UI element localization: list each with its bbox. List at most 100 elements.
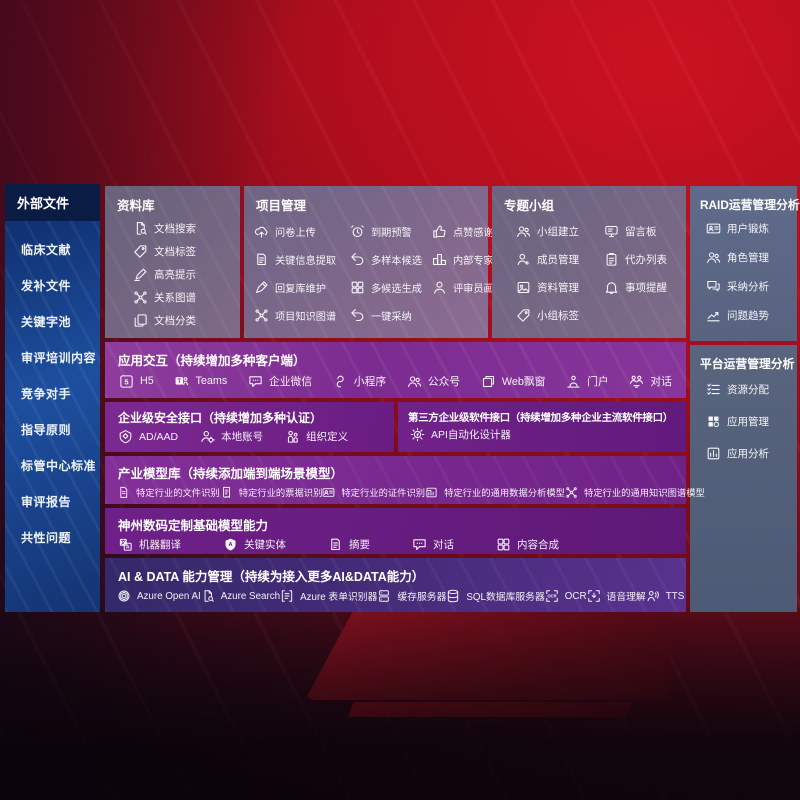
feature-label: 本地账号 [221,431,264,443]
chat-qa-icon [706,279,721,294]
feature-label: 特定行业的证件识别 [341,488,426,498]
industry-models-title: 产业模型库（持续添加端到端场景模型） [118,467,344,481]
feature-item: 关键字池 [21,313,100,330]
feature-item: 事项提醒 [604,280,686,295]
feature-item: 共性问题 [21,529,100,546]
platform-analysis-items: 资源分配应用管理应用分析 [690,377,797,461]
feature-label: TTS [665,590,685,602]
feature-item: 门户 [566,373,609,389]
feature-item: 本地账号 [200,429,263,444]
feature-item: 标管中心标准 [21,457,100,474]
alarm-icon [350,224,365,239]
feature-label: 门户 [587,376,609,388]
feature-item: 小程序 [333,373,386,389]
form-recognizer-icon [280,589,294,603]
feature-label: 特定行业的通用知识图谱模型 [583,488,705,498]
feature-label: 点赞感谢 [453,228,494,239]
app-chart-icon [706,446,721,461]
feature-item: 多候选生成 [350,280,430,295]
feature-label: Azure Search [220,590,281,602]
bell-icon [604,280,619,295]
feature-item: 特定行业的票据识别 [220,485,323,499]
feature-item: 资料管理 [516,280,604,295]
feature-item: 特定行业的证件识别 [322,485,425,499]
topic-group-items: 小组建立 留言板 成员管理 代办列表 资料管理 事项提醒 小组标签 [492,218,686,323]
azure-search-icon [201,589,215,603]
ai-data-items: Azure Open AI Azure Search Azure 表单识别器 缓存服务… [105,588,686,603]
feature-item: 成员管理 [516,252,604,267]
openai-icon [117,589,131,603]
feature-label: 审评培训内容 [21,351,97,365]
feature-label: 临床文献 [21,243,72,257]
feature-label: 审评报告 [21,495,72,509]
feature-label: 共性问题 [21,531,72,545]
ad-shield-icon [118,429,133,444]
feature-label: 摘要 [349,539,370,551]
person-icon [432,280,447,295]
feature-item: 问题趋势 [706,308,797,323]
raid-analysis-panel: RAID运营管理分析 用户锻炼 角色管理 采纳分析 问题趋势 [690,186,800,341]
external-files-title: 外部文件 [5,184,100,221]
feature-item: 多样本候选 [350,252,430,267]
highlight-pen-icon [133,267,148,282]
feature-label: 回复库维护 [275,284,326,295]
platform-analysis-title: 平台运营管理分析 [700,357,795,371]
industry-models-panel: 产业模型库（持续添加端到端场景模型） 特定行业的文件识别 特定行业的票据识别 特定行… [105,456,705,504]
feature-label: Web飘窗 [501,376,546,388]
feature-item: 到期预警 [350,224,430,239]
teams-icon: T [174,374,189,389]
doc-search-icon [133,221,148,236]
feature-item: Azure Open AI [117,589,201,603]
pen-edit-icon [254,280,269,295]
feature-item: 内部专家排名 [432,252,514,267]
external-files-panel: 外部文件 临床文献 发补文件 关键字池 审评培训内容 竞争对手 指导原则 标管中心标准 审评报… [5,184,100,612]
api-gear-icon [410,427,425,442]
feature-label: 应用分析 [727,448,769,460]
feature-item: T Teams [174,374,227,389]
feature-label: 对话 [433,539,454,551]
tag-icon [516,308,531,323]
feature-label: 项目知识图谱 [275,312,337,323]
project-management-items: 问卷上传 到期预警 点赞感谢 关键信息提取 多样本候选 内部专家排名 回复库维护 多候选生成 评… [244,218,514,323]
official-account-icon [407,374,422,389]
voice-understand-icon [587,589,601,603]
feature-item: 文档搜索 [133,221,240,236]
svg-text:T: T [178,379,182,385]
feature-item: 高亮提示 [133,267,240,282]
list-check-icon [706,382,721,397]
feature-item: 内容合成 [496,537,559,552]
feature-item: 审评报告 [21,493,100,510]
svg-text:文: 文 [121,539,127,546]
feature-label: AD/AAD [139,430,179,443]
feature-item: 评审员画像 [432,280,514,295]
data-model-icon [425,486,438,499]
feature-item: 应用分析 [706,446,797,461]
feature-label: 文档搜索 [154,223,196,235]
feature-item: 关键信息提取 [254,252,348,267]
feature-item: 指导原则 [21,421,100,438]
feature-item: OCR OCR [545,589,587,603]
feature-item: 企业微信 [248,373,312,389]
security-interface-items: AD/AAD 本地账号 组织定义 [105,429,394,444]
feature-item: 应用管理 [706,414,797,429]
feature-label: 机器翻译 [139,539,181,551]
cloud-upload-icon [254,224,269,239]
feature-label: 到期预警 [371,228,412,239]
feature-label: 文档分类 [154,315,196,327]
feature-label: 资源分配 [727,384,769,396]
feature-item: 特定行业的通用数据分析模型 [425,485,565,499]
feature-item: 公众号 [407,373,460,389]
feature-label: Azure Open AI [137,590,201,602]
feature-item: 语音理解 [587,589,646,603]
feature-item: 特定行业的文件识别 [117,485,220,499]
feature-label: 企业微信 [268,376,313,388]
feature-label: 特定行业的票据识别 [238,488,323,498]
project-management-title: 项目管理 [256,199,307,213]
feature-label: 竞争对手 [21,387,72,401]
feature-item: 特定行业的通用知识图谱模型 [565,485,705,499]
feature-label: 公众号 [427,376,461,388]
wechat-chat-icon [412,537,427,552]
security-interface-title: 企业级安全接口（持续增加多种认证） [118,411,323,425]
feature-label: 评审员画像 [453,284,504,295]
users-icon [706,250,721,265]
